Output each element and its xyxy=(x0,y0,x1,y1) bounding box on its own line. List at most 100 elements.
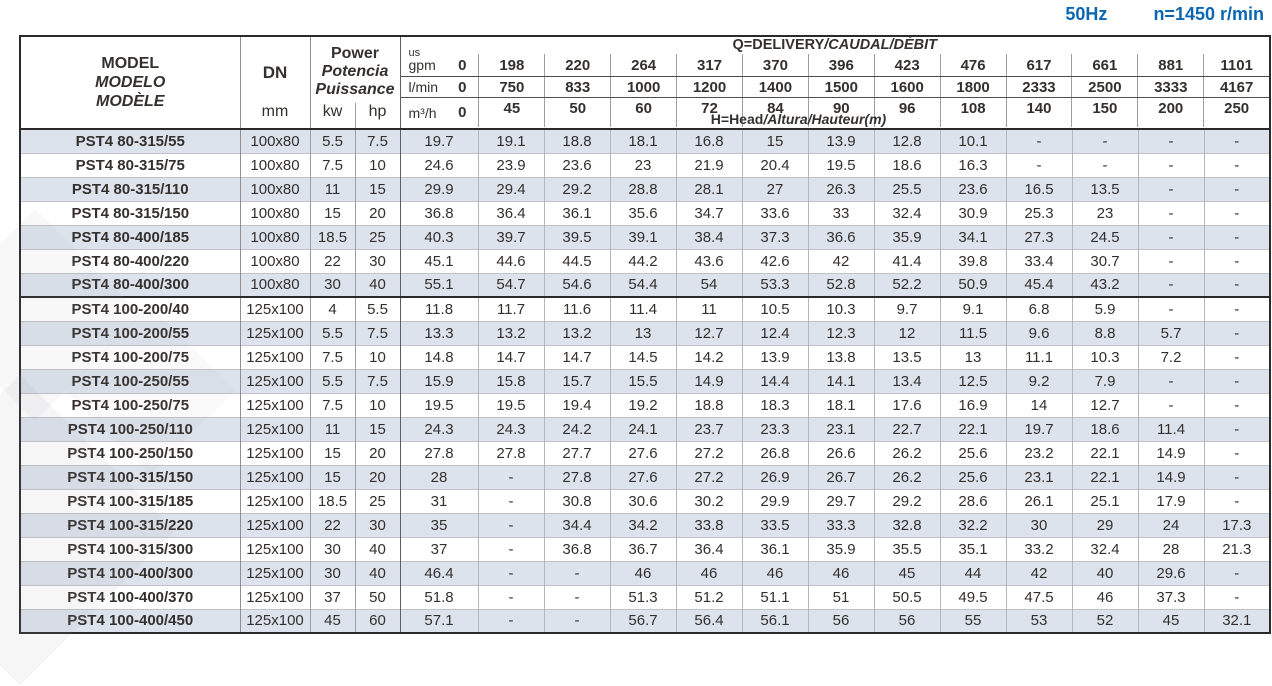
model-cell: PST4 100-400/370 xyxy=(20,584,241,609)
table-row: PST4 100-315/300 125x100 30 40 37-36.8 36.7 36… xyxy=(20,536,1271,561)
dn-cell: 125x100 xyxy=(240,344,311,369)
head-value-cell: - xyxy=(543,584,610,609)
head-value-cell: 13.2 xyxy=(477,320,544,345)
head-value-cell: 42 xyxy=(807,248,874,273)
head-value-cell: 23 xyxy=(609,152,676,177)
head-value-cell: - xyxy=(1005,128,1072,153)
head-value-cell: 33.2 xyxy=(1005,536,1072,561)
hp-cell: 7.5 xyxy=(355,320,401,345)
head-value-cell: 32.4 xyxy=(1071,536,1138,561)
dn-cell: 100x80 xyxy=(240,224,311,249)
kw-cell: 22 xyxy=(310,248,356,273)
head-value-cell: 12 xyxy=(873,320,940,345)
model-header-en: MODEL xyxy=(101,55,160,72)
head-value-cell: 44.5 xyxy=(543,248,610,273)
head-value-cell: 57.1 xyxy=(400,608,478,633)
head-value-cell: 9.2 xyxy=(1005,368,1072,393)
head-value-cell: 28.8 xyxy=(609,176,676,201)
head-value-cell: 47.5 xyxy=(1005,584,1072,609)
head-value-cell: 9.6 xyxy=(1005,320,1072,345)
hp-cell: 10 xyxy=(355,392,401,417)
head-value-cell: 19.5 xyxy=(400,392,478,417)
head-value-cell: 46.4 xyxy=(400,560,478,585)
head-value-cell: 55.1 xyxy=(400,272,478,297)
kw-cell: 11 xyxy=(310,176,356,201)
head-value-cell: 17.3 xyxy=(1203,512,1271,537)
head-value-cell: 33.6 xyxy=(741,200,808,225)
head-value-cell: 27.2 xyxy=(675,464,742,489)
model-cell: PST4 100-250/75 xyxy=(20,392,241,417)
table-row: PST4 100-400/370 125x100 37 50 51.8- -51.3 51.… xyxy=(20,584,1271,609)
head-value-cell: 23.1 xyxy=(1005,464,1072,489)
head-value-cell: 28 xyxy=(400,464,478,489)
head-value-cell: 14.9 xyxy=(675,368,742,393)
head-value-cell: 29.7 xyxy=(807,488,874,513)
head-value-cell: - xyxy=(1203,320,1271,345)
model-cell: PST4 100-200/55 xyxy=(20,320,241,345)
delivery-head-value: 108 xyxy=(939,98,1006,127)
head-value-cell: 23.7 xyxy=(675,416,742,441)
head-value-cell: - xyxy=(1203,248,1271,273)
delivery-head-value: 1600 xyxy=(873,77,940,97)
head-value-cell: 32.2 xyxy=(939,512,1006,537)
table-row: PST4 100-200/75 125x100 7.5 10 14.8 14.7 14.7 1… xyxy=(20,344,1271,369)
head-value-cell: 29.9 xyxy=(400,176,478,201)
head-value-cell: 18.1 xyxy=(807,392,874,417)
head-value-cell: 22.1 xyxy=(1071,440,1138,465)
dn-cell: 125x100 xyxy=(240,392,311,417)
pump-performance-table: MODEL MODELO MODÈLE DN mm Power Potencia… xyxy=(19,35,1272,634)
unit-label: m³/h 0 xyxy=(408,104,467,121)
hp-cell: 30 xyxy=(355,512,401,537)
kw-cell: 18.5 xyxy=(310,488,356,513)
head-value-cell: - xyxy=(1137,368,1204,393)
head-value-cell: 34.4 xyxy=(543,512,610,537)
head-value-cell: 26.7 xyxy=(807,464,874,489)
column-header-power: Power Potencia Puissance kw hp xyxy=(310,36,401,130)
head-value-cell: 25.1 xyxy=(1071,488,1138,513)
head-value-cell: 7.2 xyxy=(1137,344,1204,369)
head-value-cell: 49.5 xyxy=(939,584,1006,609)
hp-cell: 25 xyxy=(355,224,401,249)
head-value-cell: 14.7 xyxy=(477,344,544,369)
dn-cell: 125x100 xyxy=(240,560,311,585)
head-value-cell: 13 xyxy=(939,344,1006,369)
head-value-cell: 46 xyxy=(807,560,874,585)
unit-row-lmin: l/min 0 750 833 1000 1200 1400 1500 1600 1800 2333… xyxy=(400,76,1270,97)
hp-cell: 15 xyxy=(355,416,401,441)
dn-cell: 125x100 xyxy=(240,368,311,393)
head-value-cell: 35.9 xyxy=(807,536,874,561)
model-cell: PST4 80-315/75 xyxy=(20,152,241,177)
head-value-cell: - xyxy=(1137,224,1204,249)
head-value-cell: 27.3 xyxy=(1005,224,1072,249)
table-row: PST4 100-250/110 125x100 11 15 24.3 24.3 24.2 2… xyxy=(20,416,1271,441)
table-row: PST4 100-250/150 125x100 15 20 27.8 27.8 27.7 2… xyxy=(20,440,1271,465)
head-value-cell: 18.1 xyxy=(609,128,676,153)
head-value-cell: 13.3 xyxy=(400,320,478,345)
power-header-lines: Power Potencia Puissance xyxy=(311,37,400,103)
head-value-cell: 18.6 xyxy=(873,152,940,177)
head-value-cell: 12.3 xyxy=(807,320,874,345)
head-value-cell: - xyxy=(1137,296,1204,321)
head-value-cell: 53.3 xyxy=(741,272,808,297)
head-value-cell: 25.6 xyxy=(939,464,1006,489)
head-value-cell: - xyxy=(477,464,544,489)
head-value-cell: 44.2 xyxy=(609,248,676,273)
model-cell: PST4 80-315/55 xyxy=(20,128,241,153)
kw-cell: 30 xyxy=(310,272,356,297)
head-value-cell: 10.5 xyxy=(741,296,808,321)
head-value-cell: 26.2 xyxy=(873,464,940,489)
delivery-head-value: 1200 xyxy=(676,77,742,97)
head-value-cell: - xyxy=(1137,128,1204,153)
delivery-head-value: 50 xyxy=(544,98,610,127)
head-value-cell: 17.6 xyxy=(873,392,940,417)
head-value-cell: 19.1 xyxy=(477,128,544,153)
head-value-cell: 12.7 xyxy=(675,320,742,345)
head-value-cell: 41.4 xyxy=(873,248,940,273)
head-value-cell: 13.5 xyxy=(1071,176,1138,201)
head-value-cell: 28.1 xyxy=(675,176,742,201)
head-value-cell: 24.6 xyxy=(400,152,478,177)
head-value-cell: 30.6 xyxy=(609,488,676,513)
head-value-cell: 15.9 xyxy=(400,368,478,393)
head-value-cell: 30.7 xyxy=(1071,248,1138,273)
hp-cell: 20 xyxy=(355,440,401,465)
